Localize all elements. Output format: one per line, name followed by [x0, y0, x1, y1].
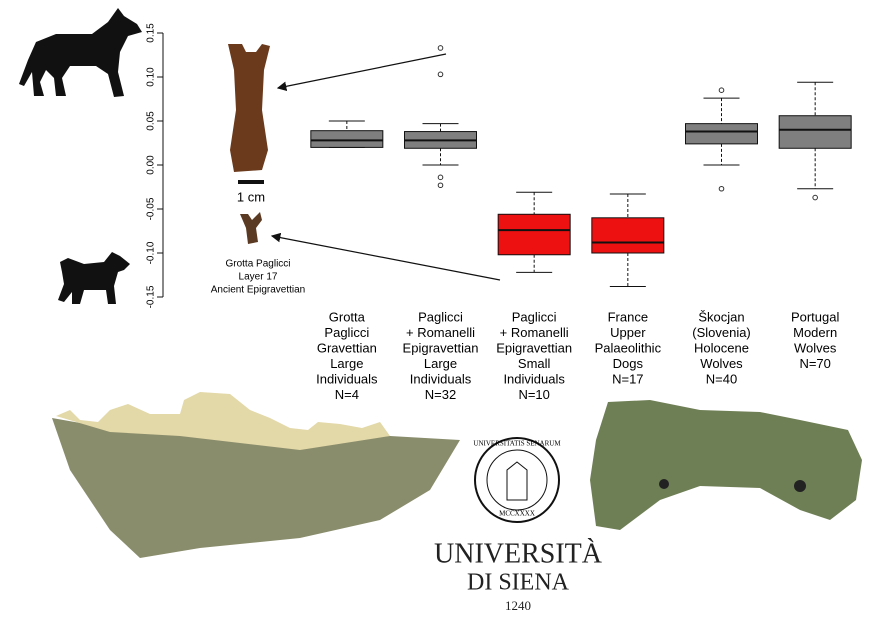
outlier: [437, 71, 444, 78]
bone-image: [590, 400, 862, 530]
arrow: [270, 232, 501, 281]
x-tick-label: Portugal: [791, 309, 840, 324]
box: [778, 115, 852, 149]
specimen-label: Layer 17: [239, 272, 278, 283]
x-tick-label: + Romanelli: [406, 325, 475, 340]
jaw-image: [52, 418, 460, 558]
x-tick-label: Paglicci: [324, 325, 369, 340]
dog-silhouette: [58, 252, 130, 304]
x-tick-label: Škocjan: [698, 309, 744, 324]
bone-hole: [659, 479, 669, 489]
x-tick-label: Individuals: [316, 371, 378, 386]
large-bone: [228, 44, 270, 172]
box: [497, 213, 571, 256]
specimen-label: Grotta Paglicci: [225, 259, 290, 270]
logo-place: DI SIENA: [467, 570, 570, 596]
seal-figure: [506, 461, 528, 501]
x-tick-label: Upper: [610, 325, 646, 340]
logo-name: UNIVERSITÀ: [434, 538, 603, 569]
bone-hole: [794, 480, 806, 492]
plot: -0.15-0.10-0.050.000.050.100.15GrottaPag…: [146, 23, 852, 402]
x-tick-label: Small: [518, 356, 551, 371]
x-tick-label: France: [608, 309, 648, 324]
x-tick-label: Individuals: [503, 371, 565, 386]
x-tick-label: Wolves: [700, 356, 743, 371]
jaw-teeth: [56, 392, 390, 450]
x-tick-label: Palaeolithic: [595, 340, 662, 355]
x-tick-label: N=70: [799, 356, 830, 371]
outlier: [437, 45, 444, 51]
outlier: [812, 194, 818, 201]
x-tick-label: Paglicci: [512, 309, 557, 324]
x-tick-label: Holocene: [694, 340, 749, 355]
y-tick-label: 0.00: [146, 155, 157, 175]
box: [685, 123, 758, 145]
y-tick-label: -0.10: [146, 241, 157, 264]
x-tick-label: N=10: [518, 387, 549, 402]
seal-text: MCCXXXX: [499, 510, 535, 518]
y-tick-label: 0.15: [146, 23, 157, 43]
specimen-label: Ancient Epigravettian: [211, 285, 306, 296]
x-tick-label: Wolves: [794, 340, 837, 355]
seal: [486, 449, 548, 511]
outlier: [718, 185, 725, 192]
seal-text: UNIVERSITATIS SENARUM: [473, 440, 561, 448]
outlier: [437, 182, 444, 189]
y-tick-label: -0.05: [146, 197, 157, 220]
x-tick-label: Modern: [793, 325, 837, 340]
x-tick-label: Grotta: [329, 309, 366, 324]
wolf-silhouette: [19, 8, 142, 97]
x-tick-label: N=40: [706, 371, 737, 386]
x-tick-label: Large: [424, 356, 457, 371]
outlier: [437, 174, 444, 181]
scale-bar: [238, 180, 264, 184]
scale-label: 1 cm: [237, 189, 265, 204]
box: [591, 217, 665, 254]
outlier: [718, 87, 725, 93]
small-bone: [240, 212, 262, 244]
y-tick-label: 0.10: [146, 67, 157, 87]
x-tick-label: Epigravettian: [403, 340, 479, 355]
x-tick-label: Paglicci: [418, 309, 463, 324]
y-tick-label: -0.15: [146, 285, 157, 308]
x-tick-label: N=4: [335, 387, 359, 402]
x-tick-label: Large: [330, 356, 363, 371]
arrow: [276, 53, 447, 92]
x-tick-label: + Romanelli: [500, 325, 569, 340]
x-tick-label: N=32: [425, 387, 456, 402]
x-tick-label: Epigravettian: [496, 340, 572, 355]
x-tick-label: (Slovenia): [692, 325, 751, 340]
x-tick-label: N=17: [612, 371, 643, 386]
x-tick-label: Dogs: [613, 356, 644, 371]
logo-year: 1240: [505, 598, 531, 613]
box: [310, 130, 384, 148]
x-tick-label: Gravettian: [317, 340, 377, 355]
y-tick-label: 0.05: [146, 111, 157, 131]
x-tick-label: Individuals: [410, 371, 472, 386]
seal: [474, 437, 560, 523]
